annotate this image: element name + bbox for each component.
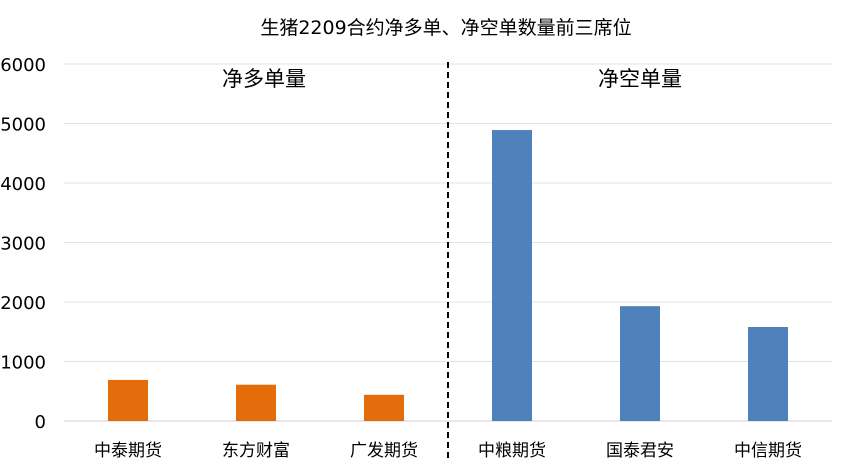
x-axis-ticks: 中泰期货 东方财富 广发期货 中粮期货 国泰君安 中信期货 <box>94 441 802 461</box>
bar <box>236 384 276 421</box>
chart-title: 生猪2209合约净多单、净空单数量前三席位 <box>260 17 631 39</box>
y-tick-label: 5000 <box>0 115 46 136</box>
group-label-net-long: 净多单量 <box>222 67 306 91</box>
bar <box>748 326 788 421</box>
x-tick-label: 广发期货 <box>350 441 418 461</box>
bar <box>492 130 532 422</box>
y-tick-label: 4000 <box>0 174 46 195</box>
bar <box>620 306 660 421</box>
y-tick-label: 3000 <box>0 234 46 255</box>
group-label-net-short: 净空单量 <box>598 67 682 91</box>
x-tick-label: 中信期货 <box>734 441 802 461</box>
bar <box>108 379 148 421</box>
y-tick-label: 6000 <box>0 55 46 76</box>
y-tick-label: 0 <box>35 412 46 433</box>
x-tick-label: 中粮期货 <box>478 441 546 461</box>
y-tick-label: 2000 <box>0 293 46 314</box>
x-tick-label: 东方财富 <box>222 441 290 461</box>
y-tick-label: 1000 <box>0 353 46 374</box>
x-tick-label: 中泰期货 <box>94 441 162 461</box>
x-tick-label: 国泰君安 <box>606 441 674 461</box>
y-axis-ticks: 0 1000 2000 3000 4000 5000 6000 <box>0 55 46 433</box>
bars <box>108 130 788 422</box>
bar <box>364 394 404 421</box>
